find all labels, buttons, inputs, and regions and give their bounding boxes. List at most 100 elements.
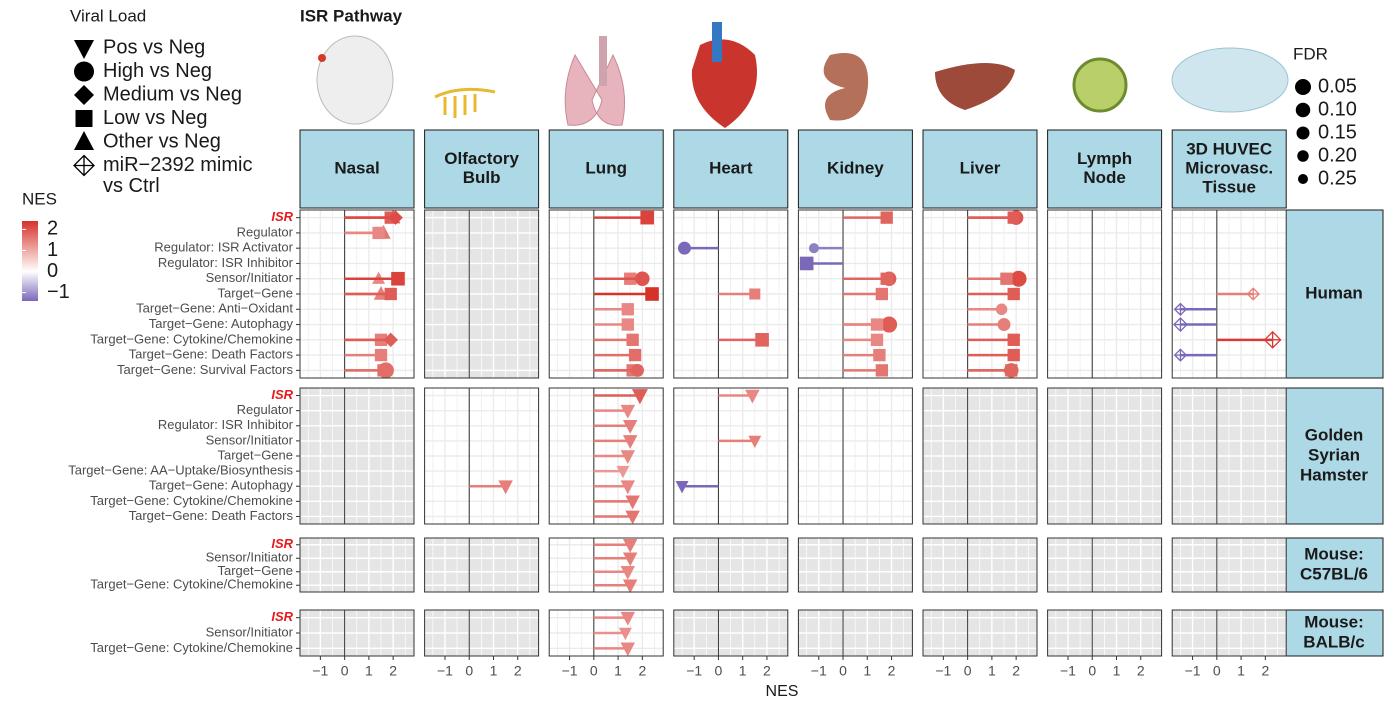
- row-label: Mouse:: [1304, 544, 1364, 563]
- legend-symbol: [74, 40, 94, 59]
- nasal-icon: [317, 36, 393, 124]
- row-label: Mouse:: [1304, 612, 1364, 631]
- olfactory-icon: [435, 89, 495, 118]
- category-label: Target−Gene: AA−Uptake/Biosynthesis: [68, 463, 293, 478]
- column-label: Bulb: [463, 168, 501, 187]
- row-label: Human: [1305, 283, 1363, 302]
- lymph-node-icon: [1074, 59, 1126, 111]
- row-label: Syrian: [1308, 445, 1360, 464]
- legend-label: 0.25: [1318, 167, 1357, 189]
- point: [871, 318, 883, 330]
- x-tick-label: 1: [614, 663, 622, 679]
- x-tick-label: 1: [739, 663, 747, 679]
- x-tick-label: 0: [1213, 663, 1221, 679]
- column-label: Nasal: [334, 158, 379, 177]
- category-label: Target−Gene: [217, 447, 293, 462]
- color-tick-label: 0: [47, 260, 58, 282]
- x-tick-label: −1: [686, 663, 702, 679]
- column-label: Kidney: [827, 158, 884, 177]
- point: [378, 362, 394, 378]
- legend-symbol: [1297, 150, 1309, 162]
- x-tick-label: 1: [1237, 663, 1245, 679]
- legend-symbol: [1296, 103, 1311, 118]
- kidney-icon: [824, 53, 868, 121]
- column-label: 3D HUVEC: [1186, 139, 1272, 158]
- point: [881, 211, 893, 223]
- category-label: Target−Gene: Cytokine/Chemokine: [90, 331, 293, 346]
- x-tick-label: 0: [590, 663, 598, 679]
- x-axis-title: NES: [766, 683, 799, 700]
- point: [372, 227, 384, 239]
- category-label: Target−Gene: Death Factors: [129, 508, 294, 523]
- legend-symbol: [74, 85, 94, 105]
- point: [881, 317, 897, 333]
- legend-title: FDR: [1293, 44, 1328, 63]
- color-bar: [22, 221, 38, 301]
- point: [755, 333, 769, 347]
- x-tick-label: −1: [312, 663, 328, 679]
- huvec-icon: [1172, 48, 1288, 112]
- legend-label: Pos vs Neg: [103, 36, 205, 58]
- column-label: Lymph: [1077, 149, 1132, 168]
- legend-label: High vs Neg: [103, 60, 212, 82]
- figure: ISR Pathway NES NasalOlfactoryBulbLungHe…: [0, 0, 1385, 702]
- point: [1011, 271, 1027, 287]
- category-label: ISR: [271, 209, 293, 224]
- x-tick-label: 0: [1088, 663, 1096, 679]
- x-tick-label: 1: [988, 663, 996, 679]
- point: [375, 349, 387, 361]
- x-tick-label: −1: [562, 663, 578, 679]
- trachea-icon: [599, 36, 607, 86]
- point: [640, 211, 654, 225]
- point: [626, 334, 638, 346]
- category-label: Target−Gene: Cytokine/Chemokine: [90, 493, 293, 508]
- legend-symbol: [76, 110, 93, 127]
- category-label: Target−Gene: Autophagy: [149, 478, 294, 493]
- point: [1000, 273, 1012, 285]
- category-label: Regulator: ISR Inhibitor: [158, 417, 294, 432]
- category-label: ISR: [271, 387, 293, 402]
- point: [996, 304, 1008, 316]
- category-label: Target−Gene: [217, 285, 293, 300]
- point: [622, 318, 634, 330]
- point: [749, 288, 760, 299]
- point: [391, 272, 405, 286]
- category-label: Target−Gene: Autophagy: [149, 316, 294, 331]
- x-tick-label: 2: [514, 663, 522, 679]
- legend-label: Medium vs Neg: [103, 83, 242, 105]
- x-tick-label: 2: [1012, 663, 1020, 679]
- legend-label: vs Ctrl: [103, 175, 160, 197]
- lung-icon: [565, 55, 624, 125]
- legend-label: 0.15: [1318, 121, 1357, 143]
- point: [1008, 211, 1020, 223]
- point: [800, 257, 814, 271]
- point: [635, 271, 650, 286]
- point: [998, 318, 1011, 331]
- legend-symbol: [1298, 174, 1308, 184]
- legend-title: NES: [22, 189, 57, 208]
- heart-icon: [692, 39, 757, 128]
- column-label: Liver: [960, 158, 1001, 177]
- column-label: Microvasc.: [1185, 158, 1273, 177]
- point: [645, 287, 659, 301]
- x-tick-label: −1: [935, 663, 951, 679]
- category-label: Regulator: ISR Activator: [154, 240, 293, 255]
- column-label: Olfactory: [444, 149, 519, 168]
- category-label: Sensor/Initiator: [206, 432, 294, 447]
- point: [631, 364, 644, 377]
- point: [881, 273, 893, 285]
- legend-symbol: [74, 131, 94, 150]
- legend-label: 0.20: [1318, 144, 1357, 166]
- point: [876, 288, 888, 300]
- legend-label: Low vs Neg: [103, 107, 208, 129]
- row-label: BALB/c: [1303, 632, 1364, 651]
- heart-vessel-icon: [712, 22, 722, 62]
- row-label: Hamster: [1300, 465, 1368, 484]
- x-tick-label: 2: [1261, 663, 1269, 679]
- nasal-swab-icon: [318, 54, 326, 62]
- category-label: Target−Gene: Death Factors: [129, 347, 294, 362]
- x-tick-label: 1: [490, 663, 498, 679]
- category-label: Regulator: [237, 224, 294, 239]
- legend-symbol: [74, 62, 94, 82]
- category-label: Target−Gene: Survival Factors: [117, 362, 293, 377]
